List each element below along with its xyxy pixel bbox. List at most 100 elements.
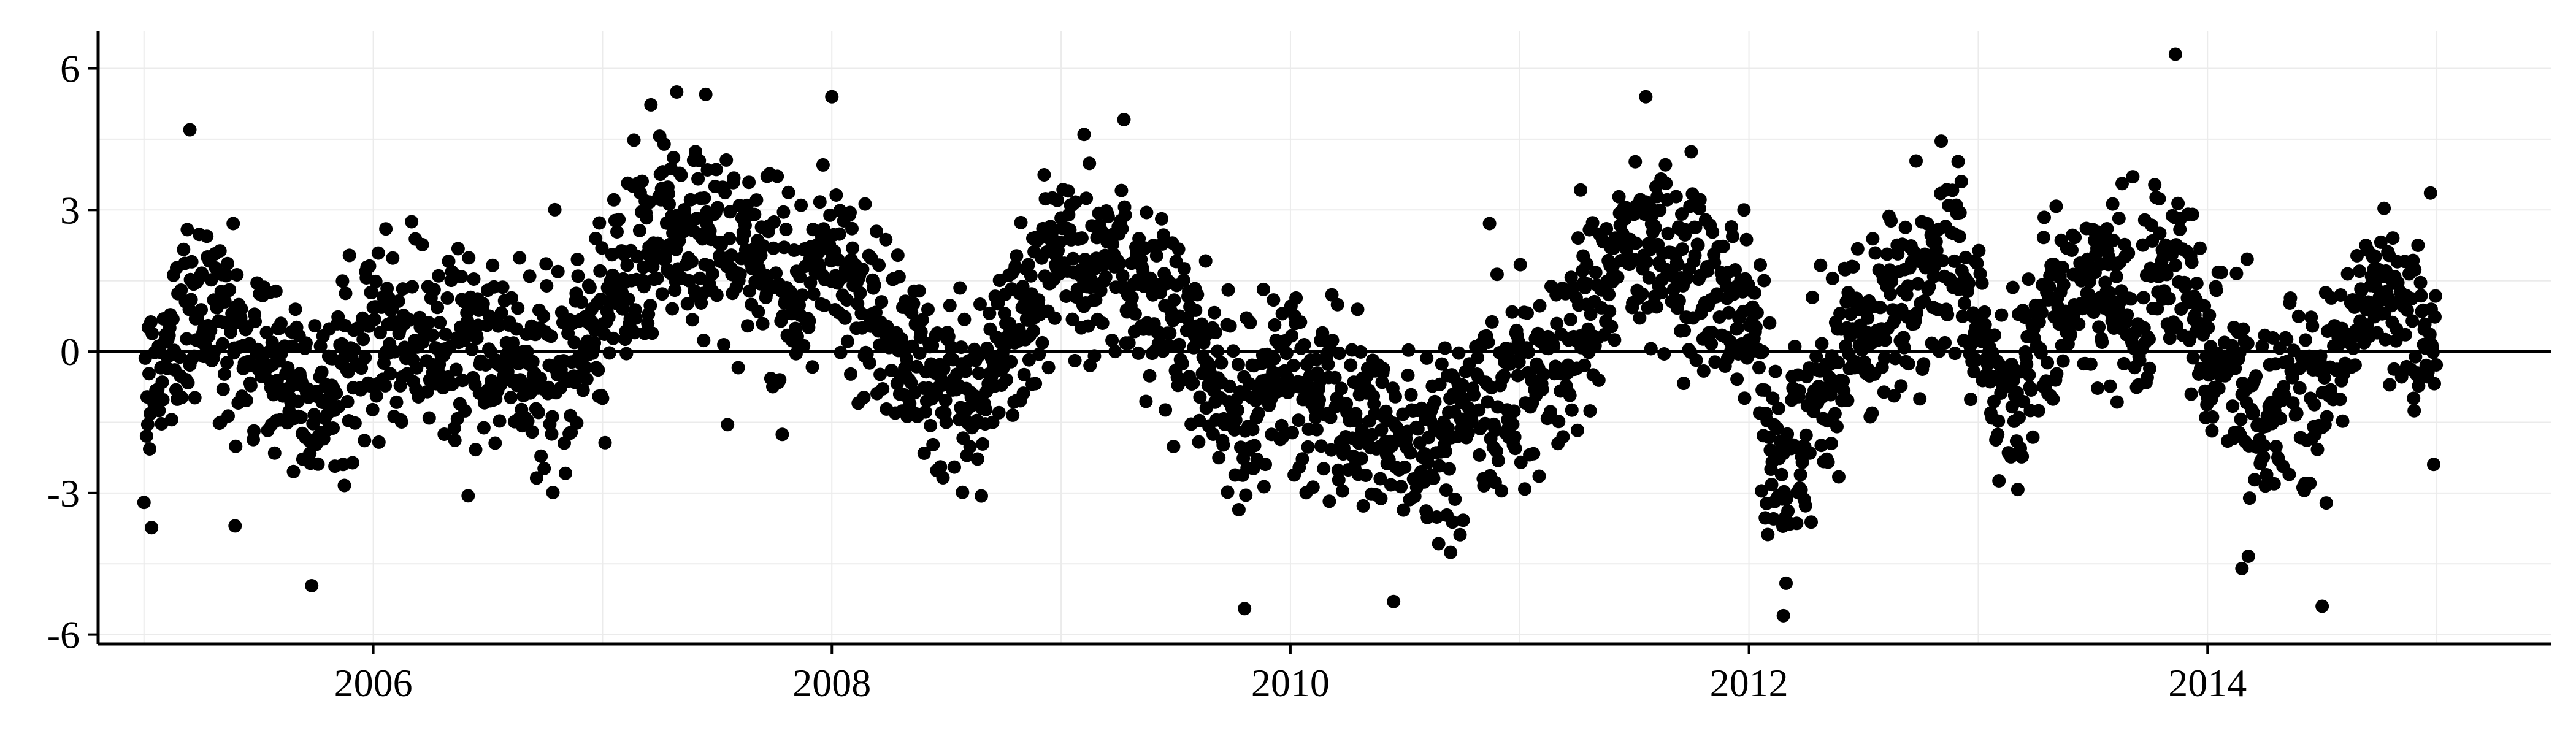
data-point <box>1337 441 1351 455</box>
data-point <box>588 336 602 350</box>
data-point <box>1650 300 1663 314</box>
data-point <box>1922 280 1936 294</box>
data-point <box>976 437 990 451</box>
data-point <box>1814 258 1828 272</box>
data-point <box>2126 170 2140 184</box>
data-point <box>1209 326 1222 340</box>
data-point <box>1506 417 1520 431</box>
data-point <box>956 485 970 499</box>
data-point <box>2112 212 2126 226</box>
x-tick-label: 2014 <box>2168 661 2247 705</box>
data-point <box>1113 256 1127 270</box>
data-point <box>1821 455 1835 469</box>
data-point <box>2400 303 2414 317</box>
data-point <box>1513 258 1527 272</box>
data-point <box>793 269 807 283</box>
data-point <box>1108 345 1122 359</box>
data-point <box>1774 467 1788 481</box>
data-point <box>372 435 386 449</box>
data-point <box>1037 168 1051 182</box>
data-point <box>496 280 510 294</box>
data-point <box>358 434 372 448</box>
data-point <box>1289 291 1303 305</box>
data-point <box>721 418 735 432</box>
data-point <box>427 283 441 297</box>
data-point <box>640 211 654 225</box>
data-point <box>627 133 641 147</box>
data-point <box>1747 286 1761 300</box>
data-point <box>1574 183 1588 197</box>
data-point <box>356 332 370 347</box>
data-point <box>1738 391 1752 405</box>
data-point <box>1585 216 1600 230</box>
data-point <box>1952 229 1966 243</box>
data-point <box>1397 503 1411 517</box>
data-point <box>870 224 883 239</box>
data-point <box>1824 437 1838 451</box>
data-point <box>1653 203 1667 217</box>
data-point <box>643 299 657 312</box>
data-point <box>939 415 953 429</box>
data-point <box>1014 215 1028 229</box>
data-point <box>1930 243 1944 258</box>
data-point <box>1799 428 1813 442</box>
data-point <box>2092 320 2106 334</box>
data-point <box>1768 364 1782 378</box>
data-point <box>1806 290 1819 304</box>
data-point <box>2233 346 2247 360</box>
data-point <box>1490 267 1504 282</box>
data-point <box>1433 377 1447 391</box>
data-point <box>1497 369 1511 383</box>
data-point <box>2186 351 2200 365</box>
data-point <box>879 232 893 247</box>
data-point <box>1495 484 1509 498</box>
data-point <box>1313 393 1326 407</box>
data-point <box>200 229 214 243</box>
data-point <box>2409 350 2423 364</box>
data-point <box>1398 460 1412 474</box>
data-point <box>470 331 484 345</box>
data-point <box>2160 267 2174 282</box>
data-point <box>1522 345 1536 359</box>
data-point <box>973 297 987 311</box>
data-point <box>2153 226 2167 240</box>
data-point <box>2408 263 2422 277</box>
data-point <box>1411 422 1425 436</box>
data-point <box>1438 445 1452 458</box>
data-point <box>2317 371 2331 385</box>
data-point <box>1367 397 1381 411</box>
data-point <box>239 393 253 407</box>
data-point <box>2124 292 2138 306</box>
data-point <box>620 258 634 272</box>
data-point <box>2348 358 2362 372</box>
data-point <box>1087 349 1102 363</box>
data-point <box>432 269 446 283</box>
data-point <box>662 197 676 211</box>
data-point <box>1750 305 1764 320</box>
data-point <box>548 202 562 217</box>
data-point <box>1330 297 1344 312</box>
data-point <box>2100 222 2114 236</box>
data-point <box>954 340 968 355</box>
data-point <box>2407 404 2421 418</box>
data-point <box>476 297 490 311</box>
data-points <box>137 47 2444 623</box>
data-point <box>979 402 993 416</box>
data-point <box>371 246 385 260</box>
data-point <box>1669 190 1683 204</box>
data-point <box>1246 423 1260 437</box>
data-point <box>299 336 313 350</box>
data-point <box>1644 342 1658 356</box>
data-point <box>185 255 199 269</box>
data-point <box>1704 337 1719 351</box>
data-point <box>437 427 451 441</box>
data-point <box>651 236 665 250</box>
data-point <box>667 151 681 165</box>
data-point <box>1401 368 1415 382</box>
data-point <box>1825 271 1839 285</box>
data-point <box>1901 357 1915 371</box>
data-point <box>1659 177 1673 191</box>
data-point <box>294 410 308 424</box>
data-point <box>458 404 472 418</box>
data-point <box>140 418 155 432</box>
